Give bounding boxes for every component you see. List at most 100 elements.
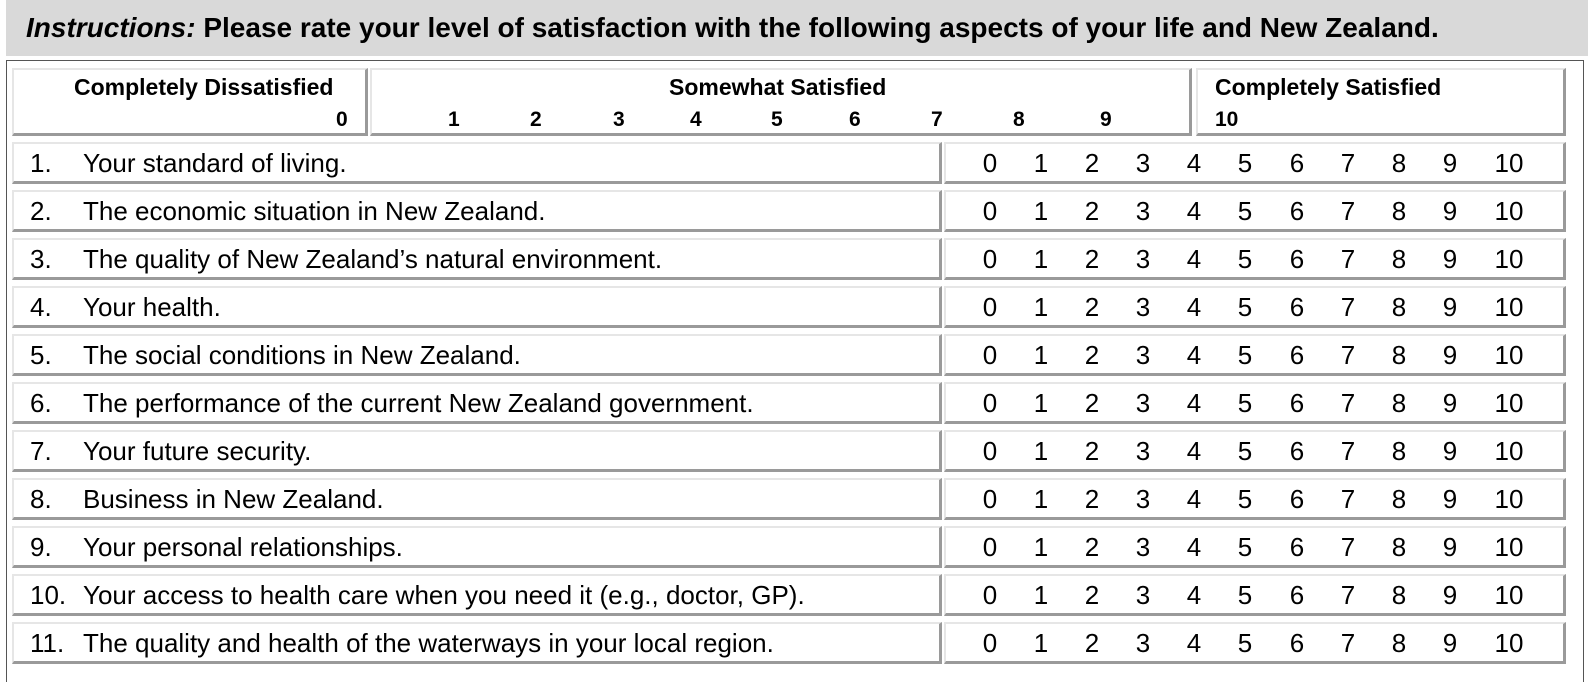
rating-option-8[interactable]: 8	[1391, 340, 1407, 370]
rating-option-3[interactable]: 3	[1135, 628, 1151, 658]
rating-option-1[interactable]: 1	[1033, 148, 1049, 178]
rating-option-9[interactable]: 9	[1442, 244, 1458, 274]
rating-option-0[interactable]: 0	[982, 292, 998, 322]
rating-option-3[interactable]: 3	[1135, 580, 1151, 610]
rating-option-1[interactable]: 1	[1033, 532, 1049, 562]
rating-option-5[interactable]: 5	[1237, 292, 1253, 322]
rating-option-10[interactable]: 10	[1494, 628, 1524, 658]
rating-option-3[interactable]: 3	[1135, 340, 1151, 370]
rating-option-8[interactable]: 8	[1391, 628, 1407, 658]
rating-option-0[interactable]: 0	[982, 388, 998, 418]
rating-option-2[interactable]: 2	[1084, 628, 1100, 658]
rating-option-6[interactable]: 6	[1289, 148, 1305, 178]
rating-option-1[interactable]: 1	[1033, 484, 1049, 514]
rating-option-3[interactable]: 3	[1135, 244, 1151, 274]
rating-option-9[interactable]: 9	[1442, 388, 1458, 418]
rating-option-1[interactable]: 1	[1033, 628, 1049, 658]
rating-option-5[interactable]: 5	[1237, 580, 1253, 610]
rating-option-9[interactable]: 9	[1442, 580, 1458, 610]
rating-option-8[interactable]: 8	[1391, 292, 1407, 322]
rating-option-3[interactable]: 3	[1135, 532, 1151, 562]
rating-option-10[interactable]: 10	[1494, 436, 1524, 466]
rating-option-2[interactable]: 2	[1084, 148, 1100, 178]
rating-option-7[interactable]: 7	[1340, 388, 1356, 418]
rating-option-8[interactable]: 8	[1391, 388, 1407, 418]
rating-option-7[interactable]: 7	[1340, 580, 1356, 610]
rating-option-10[interactable]: 10	[1494, 580, 1524, 610]
rating-option-8[interactable]: 8	[1391, 148, 1407, 178]
rating-option-3[interactable]: 3	[1135, 436, 1151, 466]
rating-option-10[interactable]: 10	[1494, 484, 1524, 514]
rating-option-6[interactable]: 6	[1289, 244, 1305, 274]
rating-option-0[interactable]: 0	[982, 628, 998, 658]
rating-option-8[interactable]: 8	[1391, 580, 1407, 610]
rating-option-4[interactable]: 4	[1186, 340, 1202, 370]
rating-option-5[interactable]: 5	[1237, 628, 1253, 658]
rating-option-7[interactable]: 7	[1340, 436, 1356, 466]
rating-option-9[interactable]: 9	[1442, 196, 1458, 226]
rating-option-4[interactable]: 4	[1186, 196, 1202, 226]
rating-option-3[interactable]: 3	[1135, 292, 1151, 322]
rating-option-6[interactable]: 6	[1289, 292, 1305, 322]
rating-option-9[interactable]: 9	[1442, 292, 1458, 322]
rating-option-7[interactable]: 7	[1340, 292, 1356, 322]
rating-option-3[interactable]: 3	[1135, 484, 1151, 514]
rating-option-9[interactable]: 9	[1442, 148, 1458, 178]
rating-option-2[interactable]: 2	[1084, 388, 1100, 418]
rating-option-8[interactable]: 8	[1391, 436, 1407, 466]
rating-option-3[interactable]: 3	[1135, 388, 1151, 418]
rating-option-9[interactable]: 9	[1442, 532, 1458, 562]
rating-option-4[interactable]: 4	[1186, 484, 1202, 514]
rating-option-4[interactable]: 4	[1186, 532, 1202, 562]
rating-option-0[interactable]: 0	[982, 196, 998, 226]
rating-option-1[interactable]: 1	[1033, 292, 1049, 322]
rating-option-6[interactable]: 6	[1289, 532, 1305, 562]
rating-option-6[interactable]: 6	[1289, 580, 1305, 610]
rating-option-6[interactable]: 6	[1289, 388, 1305, 418]
rating-option-7[interactable]: 7	[1340, 148, 1356, 178]
rating-option-2[interactable]: 2	[1084, 532, 1100, 562]
rating-option-9[interactable]: 9	[1442, 340, 1458, 370]
rating-option-1[interactable]: 1	[1033, 196, 1049, 226]
rating-option-10[interactable]: 10	[1494, 292, 1524, 322]
rating-option-0[interactable]: 0	[982, 244, 998, 274]
rating-option-7[interactable]: 7	[1340, 340, 1356, 370]
rating-option-2[interactable]: 2	[1084, 580, 1100, 610]
rating-option-2[interactable]: 2	[1084, 244, 1100, 274]
rating-option-4[interactable]: 4	[1186, 244, 1202, 274]
rating-option-6[interactable]: 6	[1289, 340, 1305, 370]
rating-option-9[interactable]: 9	[1442, 484, 1458, 514]
rating-option-7[interactable]: 7	[1340, 196, 1356, 226]
rating-option-7[interactable]: 7	[1340, 532, 1356, 562]
rating-option-10[interactable]: 10	[1494, 148, 1524, 178]
rating-option-0[interactable]: 0	[982, 148, 998, 178]
rating-option-0[interactable]: 0	[982, 484, 998, 514]
rating-option-8[interactable]: 8	[1391, 244, 1407, 274]
rating-option-2[interactable]: 2	[1084, 196, 1100, 226]
rating-option-2[interactable]: 2	[1084, 484, 1100, 514]
rating-option-10[interactable]: 10	[1494, 340, 1524, 370]
rating-option-1[interactable]: 1	[1033, 244, 1049, 274]
rating-option-5[interactable]: 5	[1237, 340, 1253, 370]
rating-option-0[interactable]: 0	[982, 532, 998, 562]
rating-option-6[interactable]: 6	[1289, 196, 1305, 226]
rating-option-3[interactable]: 3	[1135, 196, 1151, 226]
rating-option-7[interactable]: 7	[1340, 628, 1356, 658]
rating-option-4[interactable]: 4	[1186, 628, 1202, 658]
rating-option-7[interactable]: 7	[1340, 484, 1356, 514]
rating-option-10[interactable]: 10	[1494, 196, 1524, 226]
rating-option-1[interactable]: 1	[1033, 436, 1049, 466]
rating-option-0[interactable]: 0	[982, 436, 998, 466]
rating-option-10[interactable]: 10	[1494, 532, 1524, 562]
rating-option-6[interactable]: 6	[1289, 628, 1305, 658]
rating-option-4[interactable]: 4	[1186, 388, 1202, 418]
rating-option-5[interactable]: 5	[1237, 196, 1253, 226]
rating-option-5[interactable]: 5	[1237, 484, 1253, 514]
rating-option-7[interactable]: 7	[1340, 244, 1356, 274]
rating-option-9[interactable]: 9	[1442, 436, 1458, 466]
rating-option-10[interactable]: 10	[1494, 244, 1524, 274]
rating-option-6[interactable]: 6	[1289, 436, 1305, 466]
rating-option-5[interactable]: 5	[1237, 532, 1253, 562]
rating-option-4[interactable]: 4	[1186, 580, 1202, 610]
rating-option-5[interactable]: 5	[1237, 148, 1253, 178]
